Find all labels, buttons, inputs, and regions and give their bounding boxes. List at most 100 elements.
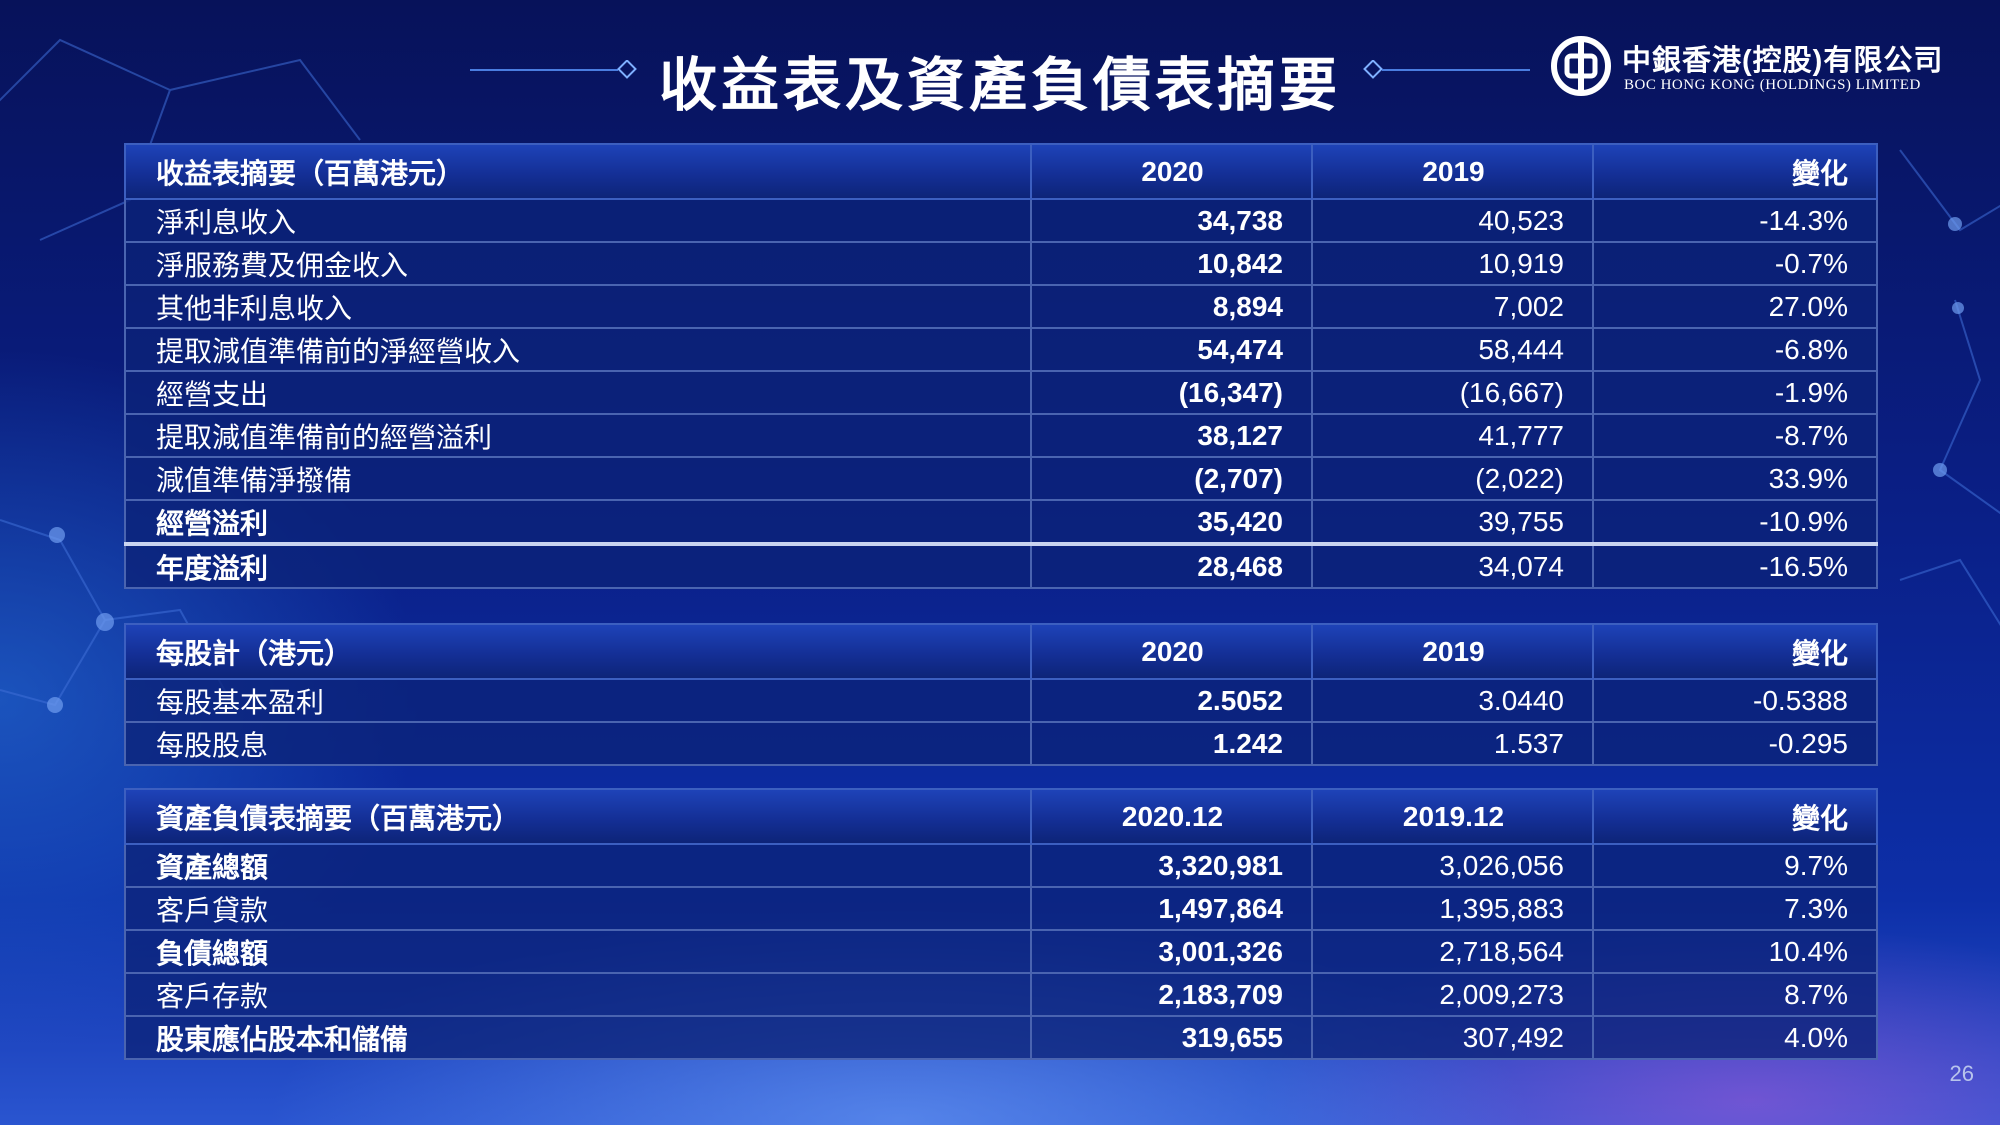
value-change: 10.4% [1592,929,1878,974]
value-2019: 2,009,273 [1311,972,1594,1017]
table-row: 淨利息收入 34,738 40,523 -14.3% [124,198,1878,243]
value-2020: 1,497,864 [1030,886,1313,931]
value-2020: 319,655 [1030,1015,1313,1060]
value-2020: (16,347) [1030,370,1313,415]
header-change: 變化 [1592,623,1878,680]
table-row: 減值準備淨撥備 (2,707) (2,022) 33.9% [124,456,1878,501]
row-label: 每股基本盈利 [124,678,1032,723]
value-change: -8.7% [1592,413,1878,458]
table-row: 每股股息 1.242 1.537 -0.295 [124,721,1878,766]
row-label: 淨利息收入 [124,198,1032,243]
header-change: 變化 [1592,143,1878,200]
value-change: 7.3% [1592,886,1878,931]
table-row: 其他非利息收入 8,894 7,002 27.0% [124,284,1878,329]
row-label: 提取減值準備前的經營溢利 [124,413,1032,458]
value-2020: 34,738 [1030,198,1313,243]
table-row: 資產總額 3,320,981 3,026,056 9.7% [124,843,1878,888]
value-2020: (2,707) [1030,456,1313,501]
value-2020: 3,320,981 [1030,843,1313,888]
value-change: -6.8% [1592,327,1878,372]
value-2019: 3,026,056 [1311,843,1594,888]
table-row: 股東應佔股本和儲備 319,655 307,492 4.0% [124,1015,1878,1060]
page-title: 收益表及資產負債表摘要 [658,53,1341,118]
row-label: 股東應佔股本和儲備 [124,1015,1032,1060]
table-header-row: 資產負債表摘要（百萬港元） 2020.12 2019.12 變化 [124,788,1878,845]
row-label: 客戶存款 [124,972,1032,1017]
value-2019: 7,002 [1311,284,1594,329]
row-label: 經營溢利 [124,499,1032,545]
value-2019: 1,395,883 [1311,886,1594,931]
row-label: 年度溢利 [124,542,1032,589]
value-2019: 10,919 [1311,241,1594,286]
value-2019: 2,718,564 [1311,929,1594,974]
value-change: 27.0% [1592,284,1878,329]
value-change: 8.7% [1592,972,1878,1017]
value-2020: 2,183,709 [1030,972,1313,1017]
value-2020: 38,127 [1030,413,1313,458]
table-row: 經營溢利 35,420 39,755 -10.9% [124,499,1878,545]
row-label: 提取減值準備前的淨經營收入 [124,327,1032,372]
header-2019: 2019.12 [1311,788,1594,845]
header-2019: 2019 [1311,623,1594,680]
value-change: -1.9% [1592,370,1878,415]
value-2019: 307,492 [1311,1015,1594,1060]
value-change: -0.295 [1592,721,1878,766]
header-2019: 2019 [1311,143,1594,200]
table-header-row: 收益表摘要（百萬港元） 2020 2019 變化 [124,143,1878,200]
header-2020: 2020.12 [1030,788,1313,845]
value-2020: 8,894 [1030,284,1313,329]
income-statement-table: 收益表摘要（百萬港元） 2020 2019 變化 淨利息收入 34,738 40… [124,143,1878,589]
value-2020: 10,842 [1030,241,1313,286]
row-label: 經營支出 [124,370,1032,415]
slide-header: 收益表及資產負債表摘要 中銀香港(控股)有限公司 BOC HONG KONG (… [0,0,2000,140]
table-row: 客戶貸款 1,497,864 1,395,883 7.3% [124,886,1878,931]
per-share-table: 每股計（港元） 2020 2019 變化 每股基本盈利 2.5052 3.044… [124,623,1878,766]
table-row: 負債總額 3,001,326 2,718,564 10.4% [124,929,1878,974]
value-2019: 40,523 [1311,198,1594,243]
balance-sheet-table: 資產負債表摘要（百萬港元） 2020.12 2019.12 變化 資產總額 3,… [124,788,1878,1060]
header-label: 收益表摘要（百萬港元） [124,143,1032,200]
header-label: 資產負債表摘要（百萬港元） [124,788,1032,845]
row-label: 負債總額 [124,929,1032,974]
value-change: -10.9% [1592,499,1878,545]
header-2020: 2020 [1030,623,1313,680]
value-2020: 2.5052 [1030,678,1313,723]
value-2020: 35,420 [1030,499,1313,545]
row-label: 減值準備淨撥備 [124,456,1032,501]
row-label: 每股股息 [124,721,1032,766]
value-change: 4.0% [1592,1015,1878,1060]
table-row: 提取減值準備前的淨經營收入 54,474 58,444 -6.8% [124,327,1878,372]
table-row: 提取減值準備前的經營溢利 38,127 41,777 -8.7% [124,413,1878,458]
value-2020: 28,468 [1030,542,1313,589]
value-2020: 1.242 [1030,721,1313,766]
value-2019: 58,444 [1311,327,1594,372]
table-total-row: 年度溢利 28,468 34,074 -16.5% [124,542,1878,589]
value-change: -14.3% [1592,198,1878,243]
header-label: 每股計（港元） [124,623,1032,680]
boc-logo-icon [1551,36,1611,96]
value-2019: (2,022) [1311,456,1594,501]
value-2020: 3,001,326 [1030,929,1313,974]
page-number: 26 [1949,1061,1974,1086]
value-2019: 39,755 [1311,499,1594,545]
row-label: 淨服務費及佣金收入 [124,241,1032,286]
value-2019: 3.0440 [1311,678,1594,723]
value-2020: 54,474 [1030,327,1313,372]
title-right-diamond-icon [1363,60,1530,79]
value-change: -0.7% [1592,241,1878,286]
table-header-row: 每股計（港元） 2020 2019 變化 [124,623,1878,680]
table-row: 客戶存款 2,183,709 2,009,273 8.7% [124,972,1878,1017]
table-row: 淨服務費及佣金收入 10,842 10,919 -0.7% [124,241,1878,286]
header-2020: 2020 [1030,143,1313,200]
row-label: 客戶貸款 [124,886,1032,931]
value-change: 9.7% [1592,843,1878,888]
row-label: 資產總額 [124,843,1032,888]
table-row: 每股基本盈利 2.5052 3.0440 -0.5388 [124,678,1878,723]
title-left-diamond-icon [470,60,637,79]
company-logo: 中銀香港(控股)有限公司 BOC HONG KONG (HOLDINGS) LI… [1550,35,1960,105]
value-2019: 1.537 [1311,721,1594,766]
value-2019: (16,667) [1311,370,1594,415]
value-change: -0.5388 [1592,678,1878,723]
header-change: 變化 [1592,788,1878,845]
